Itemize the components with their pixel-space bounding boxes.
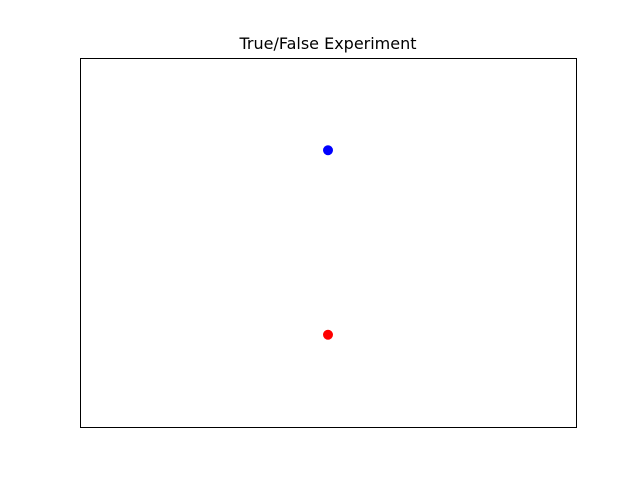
chart-title: True/False Experiment xyxy=(238,34,416,53)
data-point-series-0-0 xyxy=(323,145,333,156)
plot-area-frame xyxy=(80,58,577,428)
data-point-series-1-0 xyxy=(323,329,333,340)
data-points-layer xyxy=(323,145,333,340)
